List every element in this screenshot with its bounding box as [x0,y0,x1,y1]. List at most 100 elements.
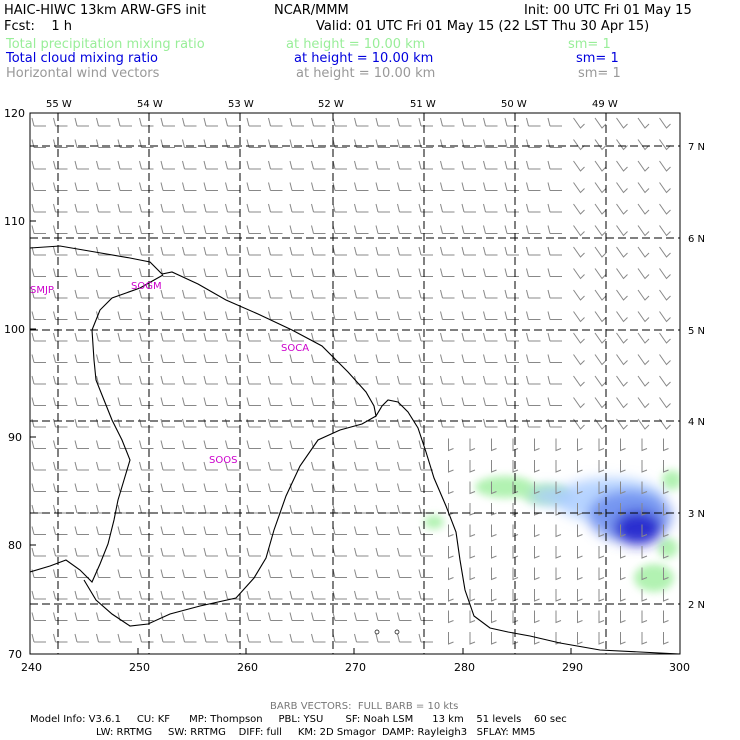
wind-barb [512,438,519,452]
wind-barb [74,354,89,363]
wind-barb [289,547,304,557]
wind-barb [397,225,412,234]
wind-barb [53,268,68,277]
wind-barb [182,633,197,643]
x-tick-label: 300 [669,661,690,674]
wind-barb [96,504,111,514]
wind-barb [96,139,111,148]
wind-barb [354,547,369,557]
wind-barb [289,268,304,277]
wind-barb [289,354,304,363]
wind-barb [440,311,455,320]
wind-barb [461,160,476,170]
wind-barb [225,246,240,256]
wind-barb [641,438,648,452]
wind-barb [332,203,347,213]
wind-barb [418,332,433,342]
wind-barb [659,332,671,344]
wind-barb [526,268,541,277]
wind-barb [53,332,68,342]
wind-barb [534,481,540,495]
coastline [30,245,680,654]
wind-barb [375,311,390,320]
field-sm-wind: sm= 1 [578,66,621,81]
wind-barb [620,610,626,624]
wind-barb [663,524,669,538]
wind-barb [637,332,650,344]
wind-barb [616,375,628,387]
wind-barb [491,610,497,624]
wind-barb [246,590,261,600]
wind-barb [504,203,519,213]
wind-barb [96,590,111,600]
wind-barb [354,633,369,643]
wind-barb [246,332,261,342]
wind-barb [616,354,628,366]
wind-barb [53,354,68,363]
wind-barb [483,375,498,385]
wind-barb [641,589,648,602]
wind-barb [573,268,585,280]
wind-barb [659,354,671,366]
wind-barb [440,354,455,363]
wind-barb [491,632,497,645]
wind-barb [203,526,218,535]
wind-barb [375,246,390,256]
wind-barb [461,375,476,385]
wind-barb [117,354,132,363]
wind-barb [139,418,154,428]
wind-barb [573,160,585,172]
wind-barb [637,117,650,129]
wind-barb [547,311,562,320]
wind-barb [31,483,46,492]
wind-barb [461,203,476,213]
wind-barb [504,225,519,234]
latitude-label: 3 N [688,509,706,520]
wind-barb [616,332,628,344]
wind-barb [526,289,541,299]
wind-barb [246,375,261,385]
wind-barb [555,589,562,602]
field-height-wind: at height = 10.00 km [296,66,436,81]
wind-barb [268,354,283,363]
wind-barb [637,397,650,409]
wind-barb [461,289,476,299]
init-time: Init: 00 UTC Fri 01 May 15 [524,3,692,18]
wind-barb [397,526,412,535]
wind-barb [598,524,605,538]
wind-barb [182,590,197,600]
organization-label: NCAR/MMM [274,3,349,18]
wind-barb [616,397,628,409]
wind-barb [577,567,583,581]
wind-barb [160,633,175,643]
wind-barb [268,547,283,557]
wind-barb [375,590,390,600]
wind-barb [354,268,369,277]
wind-barb [182,418,197,428]
wind-barb [311,547,326,557]
wind-barb [577,481,583,495]
wind-barb [160,504,175,514]
wind-barb [139,268,154,277]
wind-barb [96,633,111,643]
wind-barb [182,160,197,170]
wind-barb [246,268,261,277]
wind-barb [620,481,626,495]
wind-barb [526,354,541,363]
wind-barb [594,139,607,151]
wind-barb [139,547,154,557]
wind-barb [96,569,111,578]
x-tick-label: 280 [454,661,475,674]
wind-barb [332,461,347,471]
wind-barb [547,332,562,342]
wind-barb [31,268,46,277]
wind-barb [659,139,671,151]
wind-barb [31,590,46,600]
wind-barb [440,182,455,191]
wind-barb [534,546,540,559]
wind-barb [117,418,132,428]
wind-barb [375,289,390,299]
wind-barb [397,289,412,299]
wind-barb [160,332,175,342]
wind-barb [418,569,433,578]
